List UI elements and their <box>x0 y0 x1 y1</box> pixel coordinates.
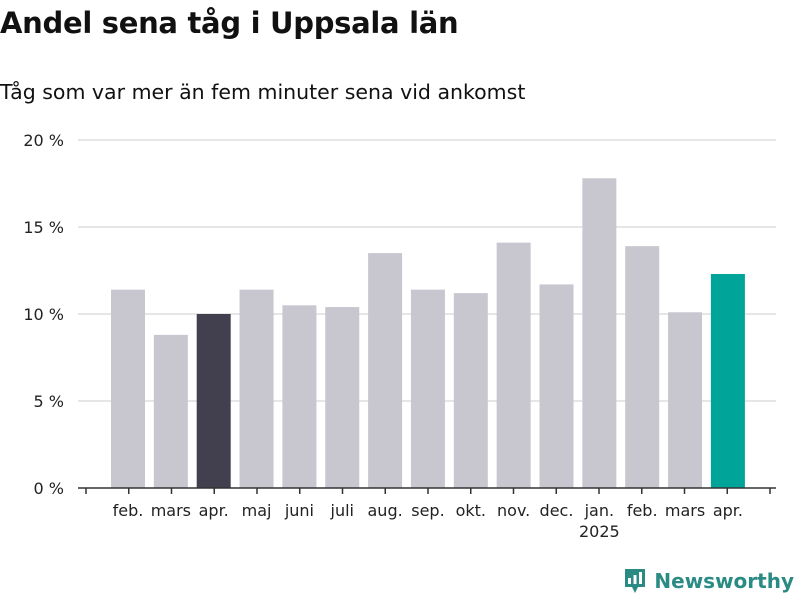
x-tick-label: apr. <box>199 501 229 520</box>
x-tick-label: nov. <box>497 501 530 520</box>
x-tick-label: feb. <box>627 501 658 520</box>
bar <box>582 178 617 488</box>
bar <box>625 246 660 488</box>
x-tick-label: okt. <box>456 501 486 520</box>
chart-subtitle: Tåg som var mer än fem minuter sena vid … <box>0 80 526 104</box>
brand[interactable]: Newsworthy <box>623 567 794 595</box>
bar <box>153 334 188 488</box>
newsworthy-logo-icon <box>625 569 646 593</box>
bar <box>410 289 445 488</box>
brand-name: Newsworthy <box>654 569 794 593</box>
x-tick-label: jan. <box>584 501 614 520</box>
bar-chart: 0 % 5 % 10 % 15 % 20 % feb. mars apr. maj juni jul… <box>23 131 776 541</box>
bar <box>368 253 403 488</box>
x-tick-label: juli <box>330 501 354 520</box>
x-tick-label: mars <box>151 501 191 520</box>
bar <box>496 242 531 488</box>
y-tick-label: 20 % <box>23 131 64 150</box>
bar <box>668 312 703 488</box>
bar <box>111 289 145 488</box>
chart-title: Andel sena tåg i Uppsala län <box>0 6 459 40</box>
x-tick-label: mars <box>665 501 705 520</box>
bar <box>239 289 274 488</box>
bar <box>453 293 488 488</box>
x-tick-label: juni <box>284 501 314 520</box>
y-tick-label: 10 % <box>23 305 64 324</box>
x-tick-label: feb. <box>113 501 144 520</box>
bar <box>196 314 231 488</box>
x-tick-label: maj <box>242 501 272 520</box>
x-tick-label: apr. <box>713 501 743 520</box>
bar <box>539 284 574 488</box>
bar <box>325 307 360 488</box>
y-tick-label: 0 % <box>34 479 64 498</box>
y-tick-label: 5 % <box>34 392 64 411</box>
x-tick-label: dec. <box>540 501 574 520</box>
bar <box>710 273 745 488</box>
y-tick-label: 15 % <box>23 218 64 237</box>
x-tick-label: sep. <box>411 501 444 520</box>
bar <box>282 305 317 488</box>
x-year-label: 2025 <box>579 522 620 541</box>
x-tick-label: aug. <box>368 501 403 520</box>
